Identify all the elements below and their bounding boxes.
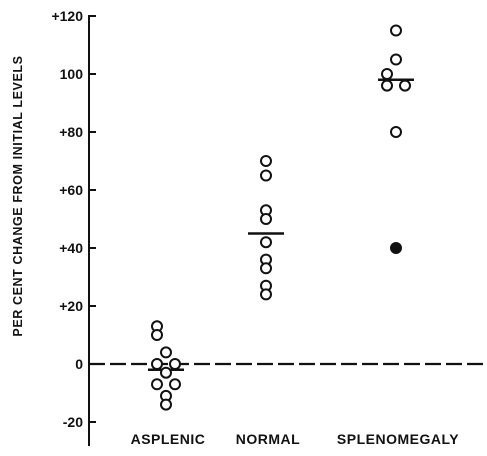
- data-point: [390, 126, 402, 138]
- data-point: [381, 68, 393, 80]
- data-point: [260, 213, 272, 225]
- data-point: [160, 398, 172, 411]
- data-point: [160, 346, 172, 359]
- data-point: [260, 262, 272, 275]
- data-point: [151, 378, 163, 391]
- y-tick-label: +40: [59, 240, 83, 256]
- y-axis-title: PER CENT CHANGE FROM INITIAL LEVELS: [11, 55, 25, 336]
- y-tick-label: -20: [63, 414, 83, 430]
- category-label: NORMAL: [236, 431, 300, 447]
- data-point: [260, 288, 272, 301]
- y-tick-label: 0: [75, 356, 83, 372]
- data-point: [390, 53, 402, 66]
- data-points: [151, 24, 411, 411]
- category-label: SPLENOMEGALY: [337, 431, 459, 447]
- y-tick-label: +120: [51, 8, 83, 24]
- data-point: [160, 366, 172, 379]
- y-tick-label: +80: [59, 124, 83, 140]
- data-point: [260, 155, 272, 167]
- data-point: [399, 79, 411, 92]
- data-point-filled: [390, 242, 402, 254]
- y-axis: +120 100 +80 +60 +40 +20 0 -20: [51, 8, 96, 446]
- data-point: [151, 329, 163, 341]
- y-tick-label: +20: [59, 298, 83, 314]
- y-tick-label: 100: [60, 66, 84, 82]
- data-point: [260, 169, 272, 182]
- category-labels: ASPLENIC NORMAL SPLENOMEGALY: [131, 431, 459, 447]
- data-point: [260, 236, 272, 249]
- data-point: [169, 358, 181, 370]
- mean-markers: [148, 78, 414, 372]
- data-point: [390, 24, 402, 37]
- data-point: [381, 79, 393, 92]
- data-point: [169, 378, 181, 391]
- category-label: ASPLENIC: [131, 431, 206, 447]
- data-point: [151, 358, 163, 370]
- y-tick-label: +60: [59, 182, 83, 198]
